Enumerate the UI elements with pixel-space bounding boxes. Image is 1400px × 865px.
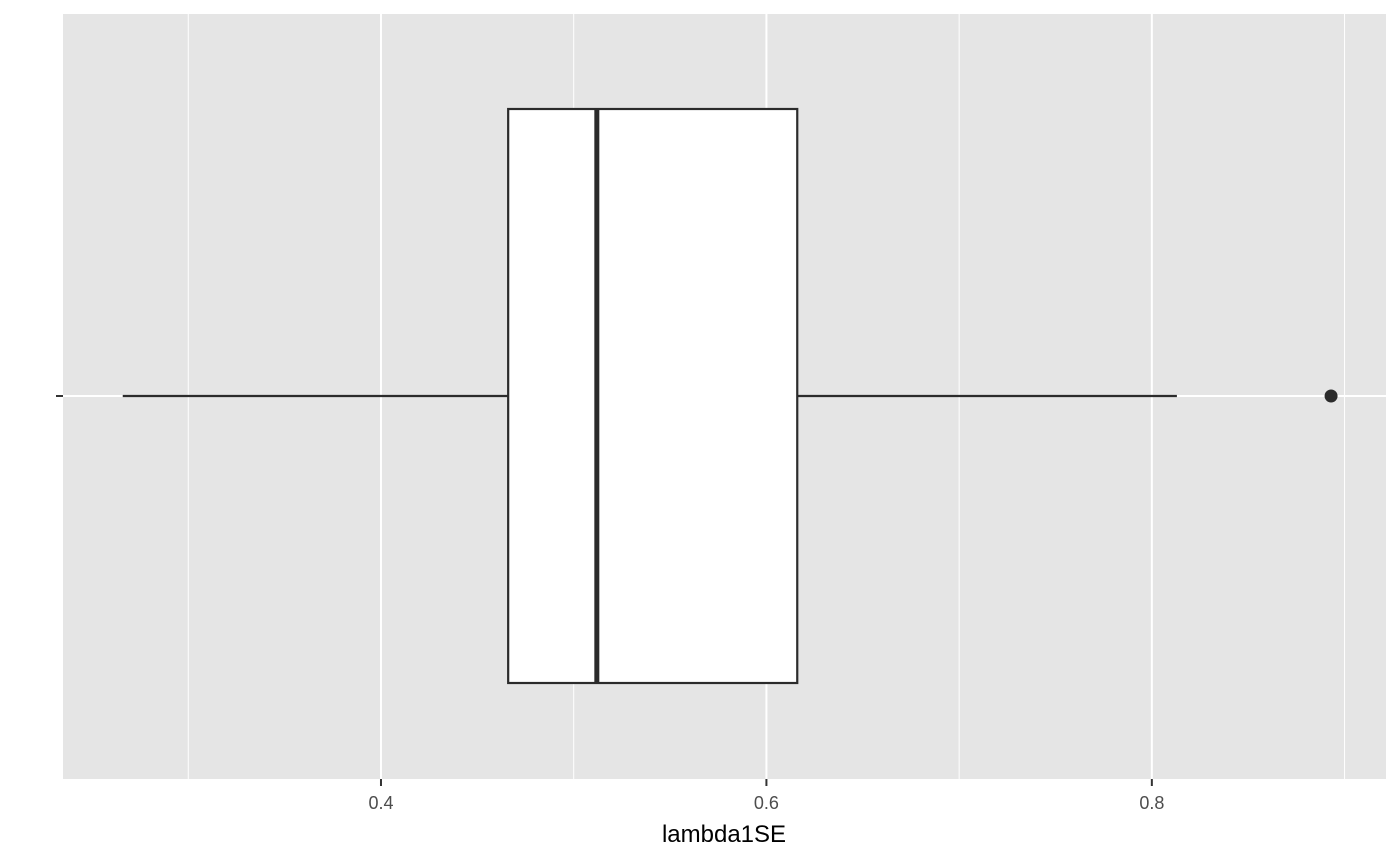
x-tick-label: 0.8 — [1139, 793, 1164, 813]
outlier-point — [1324, 389, 1338, 403]
interquartile-box — [507, 107, 799, 685]
x-tick-label: 0.6 — [754, 793, 779, 813]
x-axis-title: lambda1SE — [662, 821, 786, 848]
x-axis: 0.4 0.6 0.8 — [368, 779, 1164, 813]
x-tick-label: 0.4 — [368, 793, 393, 813]
boxplot — [122, 107, 1338, 685]
